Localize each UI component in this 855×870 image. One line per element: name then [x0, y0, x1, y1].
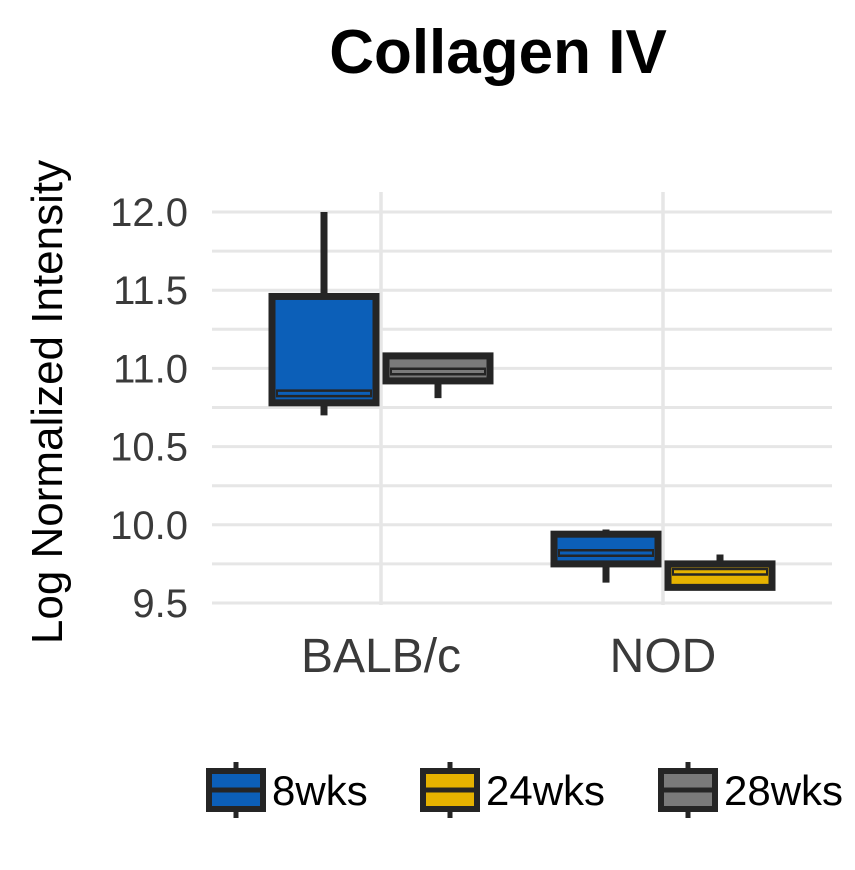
box-body — [268, 292, 380, 407]
y-tick-label: 11.0 — [113, 347, 188, 391]
legend-label: 24wks — [486, 767, 605, 814]
grid — [212, 192, 832, 605]
x-axis-ticks: BALB/c NOD — [301, 630, 716, 683]
boxes — [268, 212, 776, 591]
y-tick-label: 12.0 — [110, 191, 188, 235]
legend: 8wks 24wks 28wks — [206, 762, 843, 818]
box-28wks — [382, 352, 494, 399]
y-tick-label: 9.5 — [132, 582, 188, 626]
x-tick-label: NOD — [610, 630, 717, 683]
y-axis-label: Log Normalized Intensity — [23, 160, 72, 644]
legend-item-8wks: 8wks — [206, 762, 368, 818]
y-tick-label: 10.0 — [110, 504, 188, 548]
box-8wks — [268, 212, 380, 416]
legend-item-28wks: 28wks — [658, 762, 843, 818]
legend-label: 28wks — [724, 767, 843, 814]
legend-label: 8wks — [272, 767, 368, 814]
x-tick-label: BALB/c — [301, 630, 461, 683]
box-24wks — [664, 554, 776, 591]
y-tick-label: 11.5 — [113, 269, 188, 313]
y-axis-ticks: 9.5 10.0 10.5 11.0 11.5 12.0 — [110, 191, 188, 626]
legend-item-24wks: 24wks — [420, 762, 605, 818]
chart-title: Collagen IV — [329, 18, 667, 87]
y-tick-label: 10.5 — [110, 426, 188, 470]
box-8wks — [550, 529, 662, 583]
